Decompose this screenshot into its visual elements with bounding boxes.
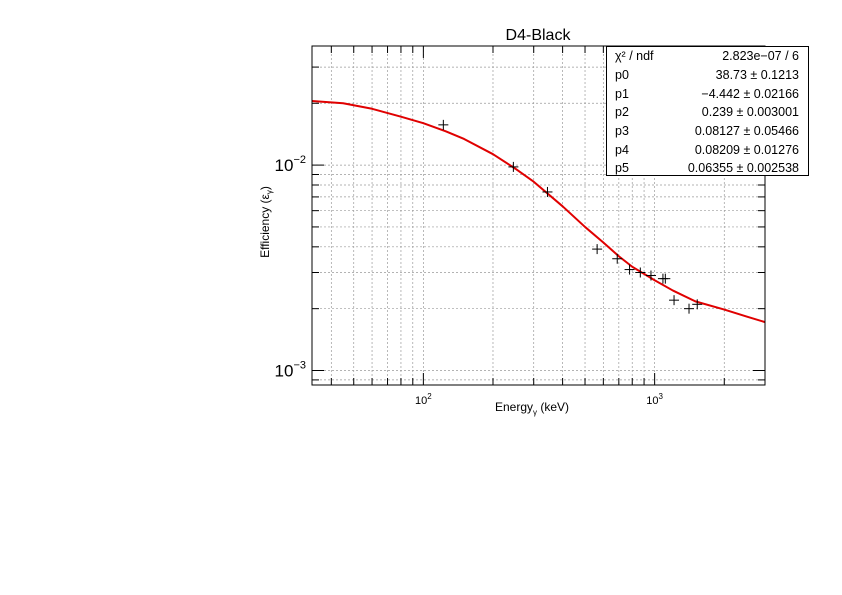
stats-label: p5	[615, 161, 629, 176]
stats-value: 0.06355 ± 0.002538	[687, 161, 799, 176]
stats-row-p0: p0 38.73 ± 0.1213	[607, 66, 808, 85]
data-point	[660, 273, 671, 284]
fit-stats-box: χ² / ndf 2.823e−07 / 6 p0 38.73 ± 0.1213…	[606, 46, 809, 176]
x-axis-label: Energyγ (keV)	[495, 400, 569, 417]
x-tick-label: 102	[415, 392, 432, 407]
data-point	[669, 295, 680, 306]
stats-value: 0.08127 ± 0.05466	[694, 124, 799, 139]
stats-row-p1: p1 −4.442 ± 0.02166	[607, 84, 808, 103]
fit-curve	[311, 100, 766, 324]
stats-label: χ² / ndf	[615, 49, 654, 64]
data-point	[624, 264, 635, 275]
stats-value: 0.239 ± 0.003001	[701, 105, 799, 120]
data-point	[542, 186, 553, 197]
stats-value: 2.823e−07 / 6	[722, 49, 799, 64]
data-point	[645, 270, 656, 281]
data-point	[635, 267, 646, 278]
stats-label: p3	[615, 124, 629, 139]
y-tick-label: 10−3	[275, 360, 306, 381]
tick-labels: 102 103 10−3 10−2	[275, 154, 664, 407]
stats-label: p2	[615, 105, 629, 120]
stats-label: p0	[615, 68, 629, 83]
y-axis-label: Efficiency (εγ)	[258, 186, 274, 258]
stats-row-chi2: χ² / ndf 2.823e−07 / 6	[607, 47, 808, 66]
stats-row-p2: p2 0.239 ± 0.003001	[607, 103, 808, 122]
data-point	[592, 244, 603, 255]
data-point	[612, 253, 623, 264]
data-points-layer	[438, 119, 703, 314]
y-tick-label: 10−2	[275, 154, 306, 175]
plot-frame	[311, 45, 766, 386]
stats-label: p4	[615, 142, 629, 157]
stats-row-p5: p5 0.06355 ± 0.002538	[607, 159, 808, 178]
x-tick-label: 103	[646, 392, 663, 407]
stats-row-p4: p4 0.08209 ± 0.01276	[607, 140, 808, 159]
data-point	[438, 119, 449, 130]
stats-value: 38.73 ± 0.1213	[715, 68, 799, 83]
chart-title: D4-Black	[506, 27, 572, 44]
fit-curve-layer	[311, 100, 766, 324]
stats-value: −4.442 ± 0.02166	[701, 86, 799, 101]
data-point	[508, 161, 519, 172]
stats-row-p3: p3 0.08127 ± 0.05466	[607, 122, 808, 141]
stats-value: 0.08209 ± 0.01276	[694, 142, 799, 157]
data-point	[692, 299, 703, 310]
stats-label: p1	[615, 86, 629, 101]
data-point	[684, 303, 695, 314]
